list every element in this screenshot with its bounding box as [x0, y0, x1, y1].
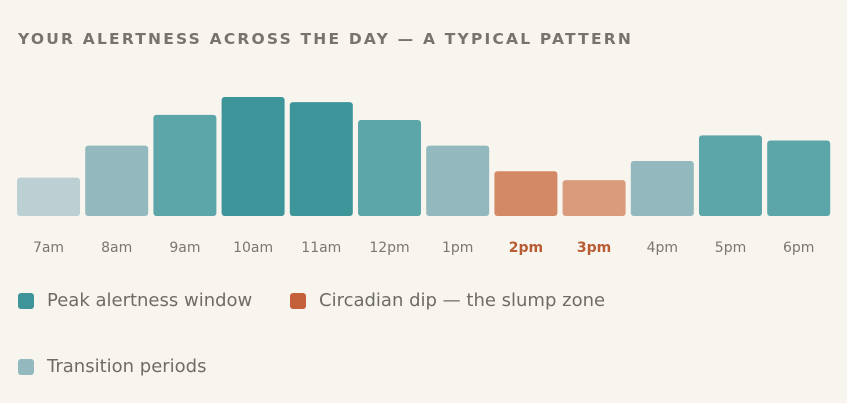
bar-7am	[17, 177, 80, 216]
x-tick-label-3pm: 3pm	[577, 240, 611, 256]
bar-9am	[153, 114, 217, 216]
bar-8am	[85, 145, 149, 216]
bar-5pm	[699, 135, 762, 216]
legend-label-transition: Transition periods	[47, 356, 207, 377]
legend-swatch-transition	[18, 358, 34, 375]
bar-2pm	[494, 171, 558, 216]
x-tick-label-1pm: 1pm	[442, 240, 473, 256]
x-tick-label-10am: 10am	[233, 240, 273, 256]
x-tick-label-9am: 9am	[169, 240, 200, 256]
legend-item-peak: Peak alertness window	[18, 290, 252, 311]
x-tick-label-2pm: 2pm	[509, 240, 543, 256]
x-tick-label-6pm: 6pm	[783, 240, 814, 256]
bar-4pm	[630, 160, 694, 216]
legend-label-peak: Peak alertness window	[47, 290, 253, 311]
x-tick-label-12pm: 12pm	[369, 240, 409, 256]
bar-6pm	[767, 140, 831, 216]
x-tick-label-4pm: 4pm	[647, 240, 678, 256]
alertness-bar-chart: 7am 8am 9am 10am 11am 12pm 1pm 2pm 3pm 4pm 5pm 6pm	[17, 96, 831, 256]
x-tick-label-7am: 7am	[33, 240, 64, 256]
legend-swatch-peak	[18, 292, 34, 309]
legend-label-dip: Circadian dip — the slump zone	[319, 290, 606, 311]
bar-3pm	[562, 180, 626, 216]
x-tick-label-11am: 11am	[301, 240, 341, 256]
bar-11am	[289, 102, 353, 216]
legend-swatch-dip	[290, 292, 306, 309]
legend-item-dip: Circadian dip — the slump zone	[290, 290, 605, 311]
chart-title: YOUR ALERTNESS ACROSS THE DAY — A TYPICA…	[18, 30, 634, 48]
x-tick-label-8am: 8am	[101, 240, 132, 256]
legend-item-transition: Transition periods	[18, 356, 207, 377]
bar-12pm	[358, 120, 421, 216]
x-tick-label-5pm: 5pm	[715, 240, 746, 256]
bar-1pm	[426, 145, 490, 216]
bar-10am	[221, 96, 285, 216]
